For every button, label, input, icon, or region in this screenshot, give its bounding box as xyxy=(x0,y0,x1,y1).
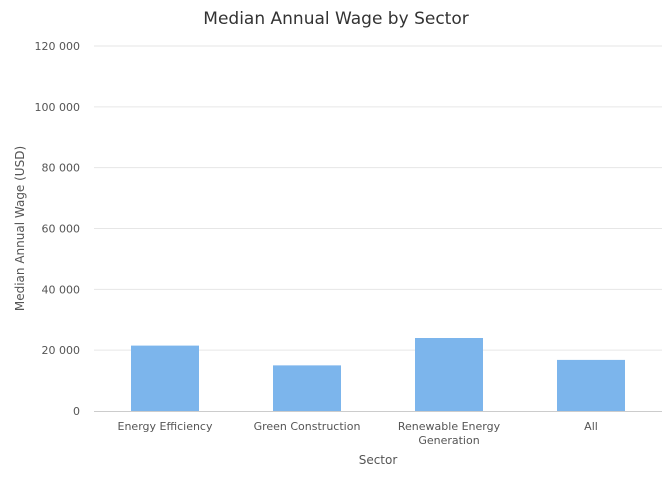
gridlines xyxy=(94,45,662,351)
x-tick-label-line: Renewable Energy xyxy=(398,420,501,433)
bars xyxy=(131,338,625,411)
y-tick-label: 100 000 xyxy=(35,101,81,114)
x-tick-label: Energy Efficiency xyxy=(118,420,213,433)
y-axis-label: Median Annual Wage (USD) xyxy=(13,146,27,311)
x-tick-label: Green Construction xyxy=(254,420,361,433)
y-tick-label: 40 000 xyxy=(42,283,81,296)
y-tick-label: 0 xyxy=(73,405,80,418)
x-tick-label: Renewable Energy Generation xyxy=(398,420,501,447)
x-tick-label-line: Energy Efficiency xyxy=(118,420,213,433)
x-axis-label: Sector xyxy=(359,453,398,467)
y-tick-label: 80 000 xyxy=(42,162,81,175)
bar[interactable] xyxy=(131,345,199,411)
y-tick-label: 60 000 xyxy=(42,223,81,236)
x-tick-label-line: Generation xyxy=(418,434,479,447)
y-tick-label: 120 000 xyxy=(35,40,81,53)
y-axis-ticks: 0 20 000 40 000 60 000 80 000 100 000 120 000 xyxy=(35,40,81,418)
y-tick-label: 20 000 xyxy=(42,344,81,357)
chart-title: Median Annual Wage by Sector xyxy=(203,9,468,29)
bar[interactable] xyxy=(415,338,483,411)
bar[interactable] xyxy=(273,365,341,411)
x-tick-label-line: Green Construction xyxy=(254,420,361,433)
x-tick-label: All xyxy=(584,420,598,433)
x-axis-ticks: Energy Efficiency Green Construction Renew… xyxy=(118,420,598,447)
bar[interactable] xyxy=(557,359,625,411)
x-tick-label-line: All xyxy=(584,420,598,433)
